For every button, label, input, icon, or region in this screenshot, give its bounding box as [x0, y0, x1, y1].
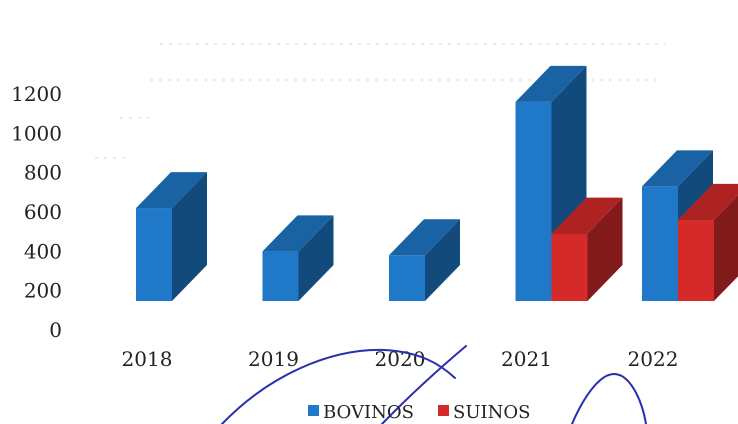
bar-side-face	[298, 215, 334, 301]
bar-front-face	[389, 255, 425, 301]
bar-suinos-2022	[678, 183, 738, 301]
y-tick-label: 1200	[11, 82, 62, 106]
x-tick-label: 2021	[501, 347, 552, 371]
bar-top-face	[136, 172, 207, 209]
bar-front-face	[642, 186, 678, 301]
y-tick-label: 1000	[11, 121, 62, 145]
bar-bovinos-2018	[136, 172, 207, 301]
legend-label: BOVINOS	[323, 402, 414, 423]
bar-bovinos-2020	[389, 219, 460, 301]
bar-bovinos-2019	[262, 215, 334, 301]
legend: BOVINOS SUINOS	[308, 402, 530, 423]
legend-label: SUINOS	[453, 402, 530, 423]
bars	[136, 65, 738, 301]
bar-front-face	[136, 208, 172, 301]
x-tick-label: 2018	[122, 347, 173, 371]
bar-top-face	[389, 219, 460, 256]
bar-suinos-2021	[551, 197, 623, 301]
y-tick-label: 600	[24, 200, 62, 224]
handwritten-pen-marks	[221, 345, 647, 424]
x-tick-label: 2019	[248, 347, 299, 371]
bar-side-face	[714, 195, 738, 301]
legend-item-suinos: SUINOS	[438, 402, 530, 423]
x-tick-label: 2022	[628, 347, 679, 371]
bar-top-face	[262, 215, 334, 252]
bar-side-face	[425, 219, 460, 301]
bar-top-face	[678, 183, 738, 220]
bar-front-face	[262, 251, 299, 301]
legend-item-bovinos: BOVINOS	[308, 402, 414, 423]
bar-top-face	[515, 65, 587, 102]
bar-front-face	[678, 219, 714, 301]
bar-side-face	[172, 172, 207, 301]
y-tick-label: 400	[24, 239, 62, 263]
bar-front-face	[551, 233, 588, 301]
bar-side-face	[587, 197, 623, 301]
y-axis: 0 200 400 600 800 1000 1200	[11, 82, 62, 342]
y-tick-label: 200	[24, 279, 62, 303]
bar-front-face	[515, 101, 552, 301]
y-tick-label: 800	[24, 161, 62, 185]
bar-top-face	[551, 197, 623, 234]
bar-top-face	[642, 150, 713, 187]
x-axis: 2018 2019 2020 2021 2022	[122, 347, 679, 371]
legend-swatch	[308, 405, 319, 416]
legend-swatch	[438, 405, 449, 416]
y-tick-label: 0	[49, 318, 62, 342]
